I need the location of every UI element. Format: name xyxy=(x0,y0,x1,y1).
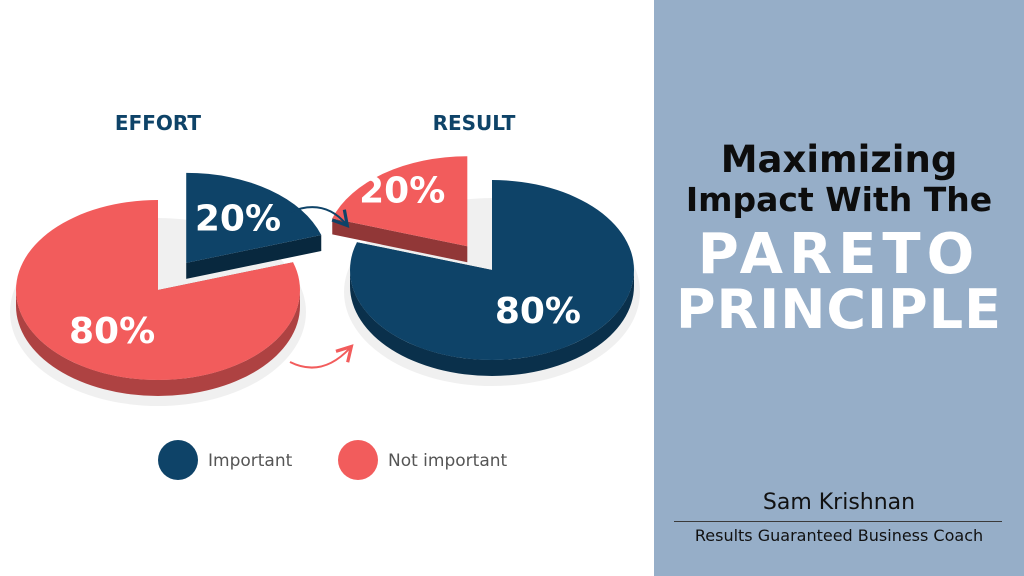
legend-important-label: Important xyxy=(208,451,293,471)
author-name: Sam Krishnan xyxy=(762,490,916,515)
result-slice-not-important-value-label: 20% xyxy=(359,170,445,211)
author-role: Results Guaranteed Business Coach xyxy=(694,526,984,545)
effort-slice-important xyxy=(186,172,322,263)
effort-slice-important-side xyxy=(186,235,322,279)
result-slice-important-value-label: 80% xyxy=(495,291,581,332)
result-slice-important xyxy=(349,180,634,360)
title-principle: PRINCIPLE xyxy=(675,278,1003,341)
pareto-charts: 80% 20% EFFORT 80% 20% RESULT Important Not imp… xyxy=(10,111,640,480)
title-panel: Maximizing Impact With The PARETO PRINCI… xyxy=(654,0,1024,576)
author-divider xyxy=(674,521,1002,522)
effort-slice-important-value-label: 20% xyxy=(195,199,281,240)
legend-important-swatch xyxy=(158,440,198,480)
chart-area: 80% 20% EFFORT 80% 20% RESULT Important Not imp… xyxy=(10,111,640,480)
title-pareto: PARETO xyxy=(697,222,981,287)
result-slice-not-important xyxy=(332,156,468,247)
effort-slice-not-important xyxy=(15,200,300,381)
title-line-1: Maximizing xyxy=(720,138,958,181)
title-line-2: Impact With The xyxy=(685,180,993,219)
arrow-not-important xyxy=(289,344,354,369)
effort-slice-not-important-value-label: 80% xyxy=(69,311,155,352)
arrow-important xyxy=(289,206,350,228)
result-slice-not-important-side xyxy=(332,218,468,263)
effort-chart-title: EFFORT xyxy=(115,111,201,135)
legend-not-important-swatch xyxy=(338,440,378,480)
result-chart-title: RESULT xyxy=(433,111,516,135)
legend-not-important-label: Not important xyxy=(388,451,508,471)
